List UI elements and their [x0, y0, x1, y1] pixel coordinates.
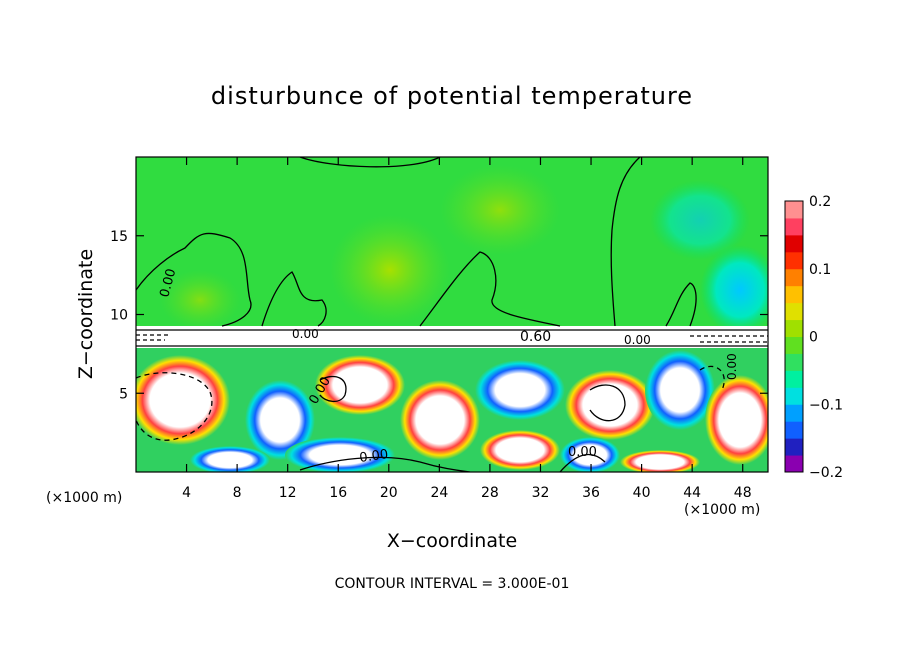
eddy [645, 350, 715, 430]
colorbar-swatch [785, 285, 803, 304]
contour-label: 0.00 [725, 353, 739, 380]
contour-line [136, 232, 252, 327]
colorbar-swatch [785, 404, 803, 422]
x-tick-label: 48 [734, 485, 752, 501]
cyan-patch-2 [650, 180, 750, 260]
yellow-patch-3 [160, 270, 240, 330]
contour-label: 0.00 [568, 445, 597, 460]
colorbar-tick-label: 0 [809, 330, 818, 346]
contour-label: 0.00 [157, 267, 179, 299]
colorbar-swatch [785, 251, 803, 270]
eddy [475, 360, 565, 420]
yellow-patch [330, 215, 450, 325]
contour-line [299, 157, 441, 168]
eddy [400, 380, 480, 460]
x-tick-label: 20 [380, 485, 398, 501]
x-tick-label: 44 [683, 485, 701, 501]
colorbar-swatch [785, 438, 803, 456]
y-axis-label: Z−coordinate [75, 249, 97, 379]
contour-line [419, 251, 561, 327]
chart-title: disturbunce of potential temperature [210, 82, 694, 110]
eddy [705, 375, 768, 465]
inversion-band [136, 326, 768, 348]
colorbar-swatch [785, 234, 803, 253]
contour-label: 0.60 [520, 329, 551, 345]
contour-label: 0.00 [358, 447, 389, 466]
contour-interval-text: CONTOUR INTERVAL = 3.000E-01 [334, 576, 570, 592]
eddy [315, 355, 405, 415]
eddy [190, 446, 270, 472]
contour-label: 0.00 [624, 333, 651, 347]
x-tick-label: 24 [430, 485, 448, 501]
colorbar: 0.2 0.1 0 −0.1 −0.2 [784, 194, 843, 481]
colorbar-swatch [785, 455, 803, 473]
colorbar-swatch [785, 421, 803, 439]
colorbar-swatch [785, 336, 803, 354]
eddy [565, 370, 655, 440]
y-tick-label: 10 [110, 308, 128, 324]
colorbar-tick-label: 0.2 [809, 194, 831, 210]
colorbar-swatch [785, 370, 803, 388]
y-tick-label: 15 [110, 229, 128, 245]
colorbar-swatch [785, 387, 803, 405]
contour-line [136, 372, 213, 441]
contour-line [319, 375, 347, 403]
contour-line [136, 334, 768, 343]
eddy [285, 437, 395, 472]
contour-line [610, 157, 641, 327]
x-axis-label: X−coordinate [387, 530, 517, 552]
contour-line [559, 453, 606, 472]
contour-line [665, 282, 697, 327]
contour-line [699, 365, 725, 391]
contour-layer [136, 157, 768, 472]
eddy [136, 355, 230, 445]
colorbar-swatch [785, 217, 803, 236]
eddy [620, 450, 700, 472]
x-units-label: (×1000 m) [46, 490, 123, 506]
colorbar-frame [784, 200, 804, 473]
x-tick-label: 12 [279, 485, 297, 501]
contour-line [299, 456, 471, 472]
x-tick-label: 16 [329, 485, 347, 501]
eddy [245, 380, 315, 460]
colorbar-swatch [785, 268, 803, 287]
colorbar-swatch [785, 353, 803, 371]
x-tick-label: 40 [633, 485, 651, 501]
eddy [480, 430, 560, 470]
field-layer [136, 157, 768, 472]
x-tick-label: 32 [532, 485, 550, 501]
y-axis: 5 10 15 [110, 229, 768, 402]
colorbar-swatch [785, 302, 803, 321]
x-tick-label: 4 [182, 485, 191, 501]
x-axis: 4 8 12 16 20 24 28 32 36 40 44 48 [182, 157, 752, 501]
colorbar-swatch [785, 201, 803, 219]
contour-labels: 0.00 0.60 0.00 0.00 0.00 0.00 0.00 0.00 [157, 267, 739, 466]
cyan-patch [700, 245, 768, 335]
contour-line [589, 384, 626, 422]
colorbar-swatch [785, 319, 803, 337]
colorbar-tick-label: 0.1 [809, 262, 831, 278]
x-tick-label: 36 [582, 485, 600, 501]
x-tick-label: 28 [481, 485, 499, 501]
contour-label: 0.00 [292, 327, 319, 341]
yellow-patch-2 [440, 165, 560, 255]
colorbar-tick-label: −0.1 [809, 397, 843, 413]
x-tick-label: 8 [233, 485, 242, 501]
z-units-label: (×1000 m) [684, 502, 761, 518]
colorbar-tick-label: −0.2 [809, 465, 843, 481]
contour-line [261, 271, 327, 327]
y-tick-label: 5 [119, 386, 128, 402]
